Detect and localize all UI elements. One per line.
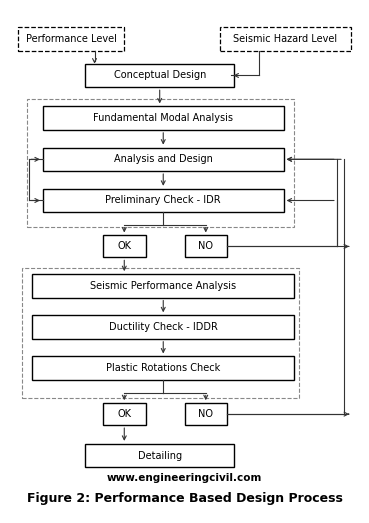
Bar [32,315,294,339]
Text: Analysis and Design: Analysis and Design [114,154,213,164]
Text: NO: NO [198,242,213,252]
Text: Fundamental Modal Analysis: Fundamental Modal Analysis [93,113,233,123]
Text: www.engineeringcivil.com: www.engineeringcivil.com [107,473,262,483]
Text: Conceptual Design: Conceptual Design [114,71,206,81]
Bar [184,403,227,425]
Bar [43,189,284,212]
Bar [43,147,284,171]
Bar [103,235,145,257]
Bar [85,64,234,87]
Text: Figure 2: Performance Based Design Process: Figure 2: Performance Based Design Proce… [27,492,342,505]
Bar [32,356,294,380]
Text: OK: OK [117,409,131,419]
Text: OK: OK [117,242,131,252]
Text: Seismic Performance Analysis: Seismic Performance Analysis [90,281,236,291]
Bar [85,444,234,468]
Bar [22,268,299,398]
Text: Ductility Check - IDDR: Ductility Check - IDDR [109,322,218,332]
Bar [184,235,227,257]
Text: Performance Level: Performance Level [26,33,117,43]
Bar [103,403,145,425]
Text: NO: NO [198,409,213,419]
Bar [18,27,124,51]
Bar [27,99,294,228]
Text: Seismic Hazard Level: Seismic Hazard Level [234,33,338,43]
Bar [220,27,351,51]
Text: Detailing: Detailing [138,450,182,461]
Bar [43,106,284,130]
Bar [32,274,294,298]
Text: Preliminary Check - IDR: Preliminary Check - IDR [106,196,221,206]
Text: Plastic Rotations Check: Plastic Rotations Check [106,363,220,373]
